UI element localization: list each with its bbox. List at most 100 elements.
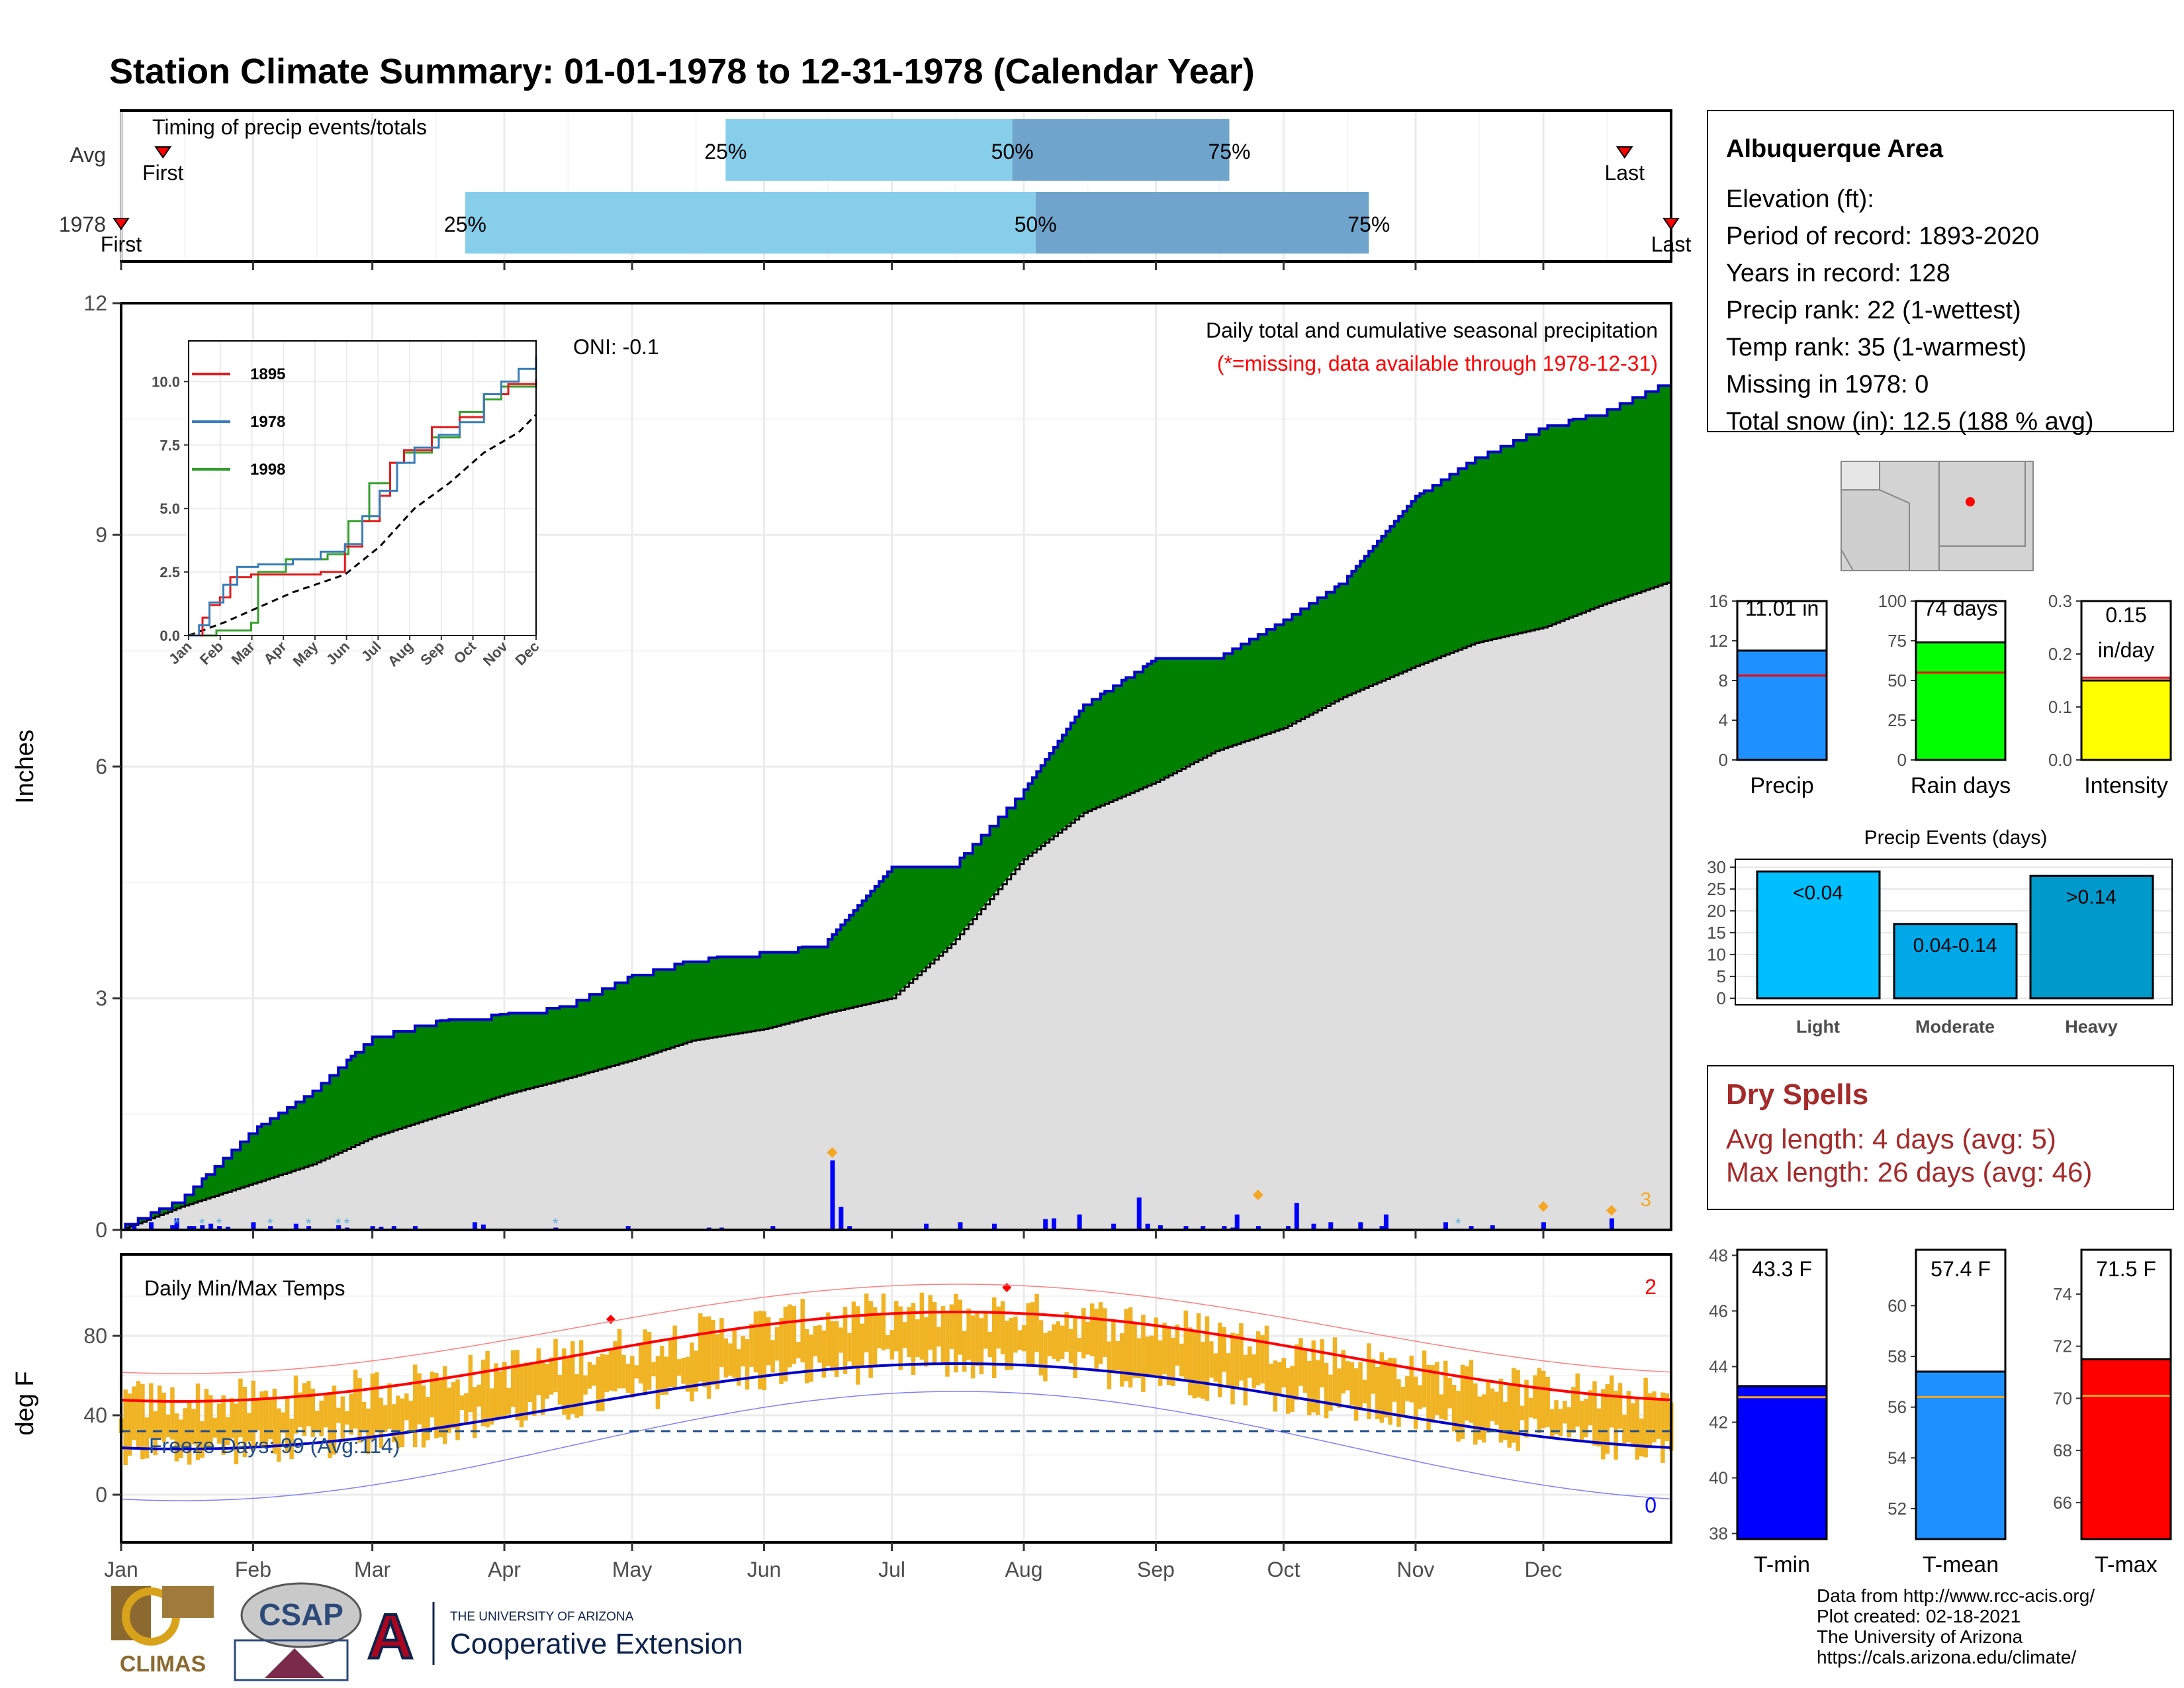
- temp-day-bar: [796, 1342, 801, 1358]
- temp-day-bar: [881, 1293, 886, 1350]
- temp-day-bar: [498, 1371, 503, 1419]
- stat-value-label: 74 days: [1923, 596, 1997, 620]
- temp-day-bar: [1601, 1389, 1606, 1460]
- temp-day-bar: [1217, 1323, 1222, 1397]
- temp-day-bar: [592, 1364, 596, 1386]
- daily-precip-bar: [847, 1226, 852, 1230]
- temp-day-bar: [1537, 1368, 1542, 1433]
- month-tick-label: Jun: [747, 1558, 782, 1581]
- temp-day-bar: [1439, 1394, 1444, 1419]
- temp-y-axis: 0 40 80: [83, 1324, 121, 1507]
- stat-name: Rain days: [1911, 773, 2011, 798]
- temp-day-bar: [728, 1343, 733, 1376]
- inset-avg-line: [188, 414, 537, 637]
- events-tick-label: 10: [1707, 945, 1726, 964]
- daily-precip-bar: [208, 1223, 214, 1230]
- temp-day-bar: [140, 1383, 145, 1460]
- temp-day-bar: [1345, 1361, 1350, 1391]
- daily-precip-bar: [191, 1226, 197, 1230]
- temp-day-bar: [830, 1321, 835, 1372]
- temp-day-bar: [1554, 1400, 1559, 1434]
- temp-day-bar: [668, 1340, 673, 1387]
- month-tick-label: Dec: [1525, 1558, 1563, 1581]
- temp-day-bar: [447, 1387, 451, 1433]
- inset-y-tick-label: 7.5: [159, 437, 180, 453]
- temp-day-bar: [212, 1417, 218, 1438]
- temp-day-bar: [643, 1329, 647, 1395]
- temp-day-bar: [438, 1380, 443, 1438]
- temp-day-bar: [1486, 1380, 1490, 1433]
- logos: CLIMAS CSAP A THE UNIVERSITY OF ARIZONA …: [111, 1582, 743, 1681]
- temp-day-bar: [660, 1345, 664, 1395]
- temp-day-bar: [749, 1323, 754, 1367]
- temp-day-bar: [936, 1327, 941, 1347]
- temp-day-bar: [200, 1421, 205, 1458]
- temp-day-bar: [183, 1408, 188, 1450]
- temp-day-bar: [766, 1317, 771, 1366]
- temp-day-bar: [1234, 1333, 1240, 1388]
- daily-precip-bar: [149, 1222, 154, 1230]
- temp-day-bar: [706, 1316, 711, 1399]
- temp-day-bar: [1030, 1302, 1035, 1364]
- temp-y-tick-label: 40: [83, 1403, 107, 1427]
- inset-y-tick-label: 5.0: [159, 500, 180, 517]
- temp-day-bar: [1545, 1376, 1550, 1427]
- stat-frame: [2080, 600, 2172, 761]
- temp-day-bar: [417, 1373, 422, 1425]
- temp-day-bar: [1358, 1362, 1363, 1410]
- tmax-record-line: [120, 1284, 1672, 1374]
- month-tick-label: Mar: [354, 1558, 390, 1581]
- timing-last-marker: [1662, 218, 1680, 230]
- temp-day-bar: [1260, 1335, 1265, 1383]
- temp-stat-tick-label: 58: [1888, 1346, 1907, 1366]
- temp-y-tick-label: 80: [83, 1324, 107, 1348]
- temp-day-bar: [1609, 1375, 1614, 1428]
- temp-day-bar: [340, 1396, 345, 1442]
- daily-precip-bar: [1328, 1222, 1334, 1230]
- temp-stat-name: T-max: [2095, 1552, 2157, 1577]
- precip-y-tick-label: 0: [95, 1218, 107, 1242]
- event-bar-label: >0.14: [2066, 886, 2116, 908]
- temp-day-bar: [715, 1334, 720, 1389]
- temp-day-bar: [1052, 1324, 1056, 1359]
- temp-day-bar: [1196, 1313, 1201, 1398]
- daily-precip-bar: [293, 1223, 298, 1230]
- temp-stat-frame: [1915, 1248, 2007, 1540]
- temp-day-bar: [1469, 1360, 1474, 1423]
- daily-precip-bar: [1609, 1218, 1614, 1230]
- temp-day-bar: [1430, 1365, 1435, 1423]
- temp-day-bar: [774, 1327, 780, 1361]
- trace-marker: *: [306, 1215, 312, 1232]
- credit-line: Data from http://www.rcc-acis.org/: [1817, 1585, 2095, 1606]
- temp-day-bar: [868, 1301, 873, 1378]
- temp-day-bar: [625, 1364, 631, 1393]
- temp-stat-tick-label: 74: [2053, 1284, 2072, 1304]
- timing-last-marker: [1615, 146, 1633, 159]
- temp-day-bar: [400, 1398, 405, 1448]
- temp-panel-label: Daily Min/Max Temps: [144, 1276, 345, 1300]
- month-tick-label: Feb: [235, 1558, 271, 1581]
- inset-legend-label: 1895: [250, 365, 285, 383]
- daily-precip-bar: [1311, 1223, 1316, 1230]
- daily-precip-bar: [480, 1224, 486, 1230]
- temp-day-bar: [864, 1293, 869, 1353]
- temp-day-bar: [928, 1295, 933, 1350]
- temp-day-bar: [690, 1342, 694, 1402]
- temp-day-bar: [179, 1419, 183, 1458]
- credit-line: https://cals.arizona.edu/climate/: [1817, 1647, 2076, 1667]
- temp-day-bar: [1443, 1360, 1448, 1421]
- temp-day-bar: [596, 1356, 601, 1412]
- temp-stat-value-label: 71.5 F: [2096, 1257, 2156, 1281]
- temp-day-bar: [1400, 1386, 1406, 1418]
- temp-day-bar: [949, 1304, 954, 1349]
- temp-day-bar: [1549, 1409, 1555, 1438]
- event-bar: [1756, 870, 1881, 1000]
- temp-day-bar: [272, 1388, 277, 1454]
- temp-day-bar: [1533, 1375, 1537, 1419]
- temp-day-bar: [578, 1340, 584, 1417]
- daily-precip-bar: [473, 1222, 478, 1230]
- temp-day-bar: [455, 1379, 460, 1440]
- temp-day-bar: [421, 1385, 426, 1448]
- temp-day-bar: [1136, 1338, 1142, 1379]
- events-title: Precip Events (days): [1864, 827, 2048, 849]
